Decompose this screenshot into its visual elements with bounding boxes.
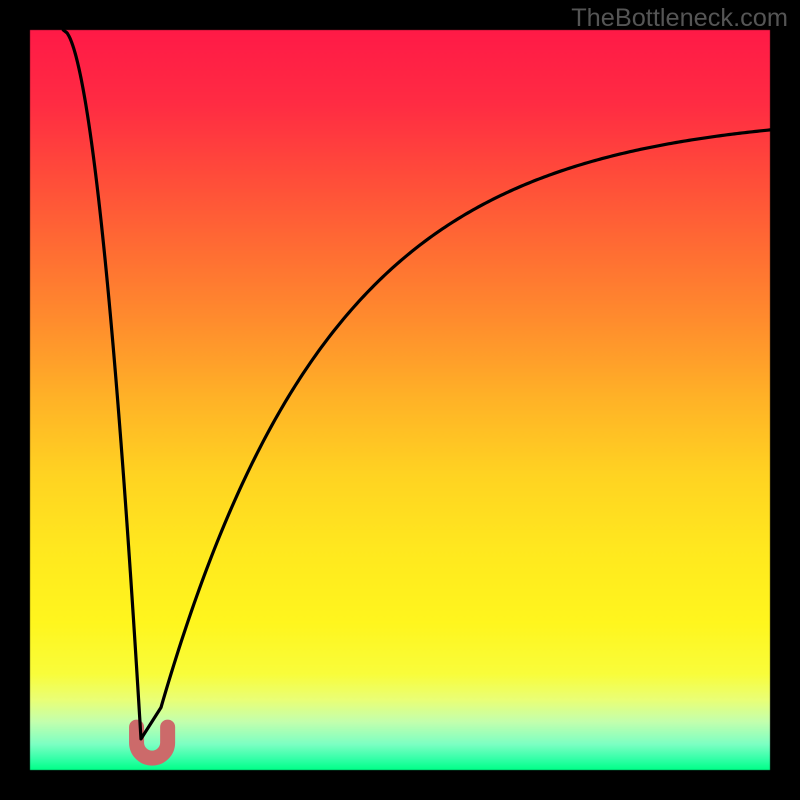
watermark-text: TheBottleneck.com — [571, 4, 788, 33]
bottleneck-curve — [63, 30, 770, 739]
bottleneck-chart: TheBottleneck.com — [0, 0, 800, 800]
curve-layer — [0, 0, 800, 800]
